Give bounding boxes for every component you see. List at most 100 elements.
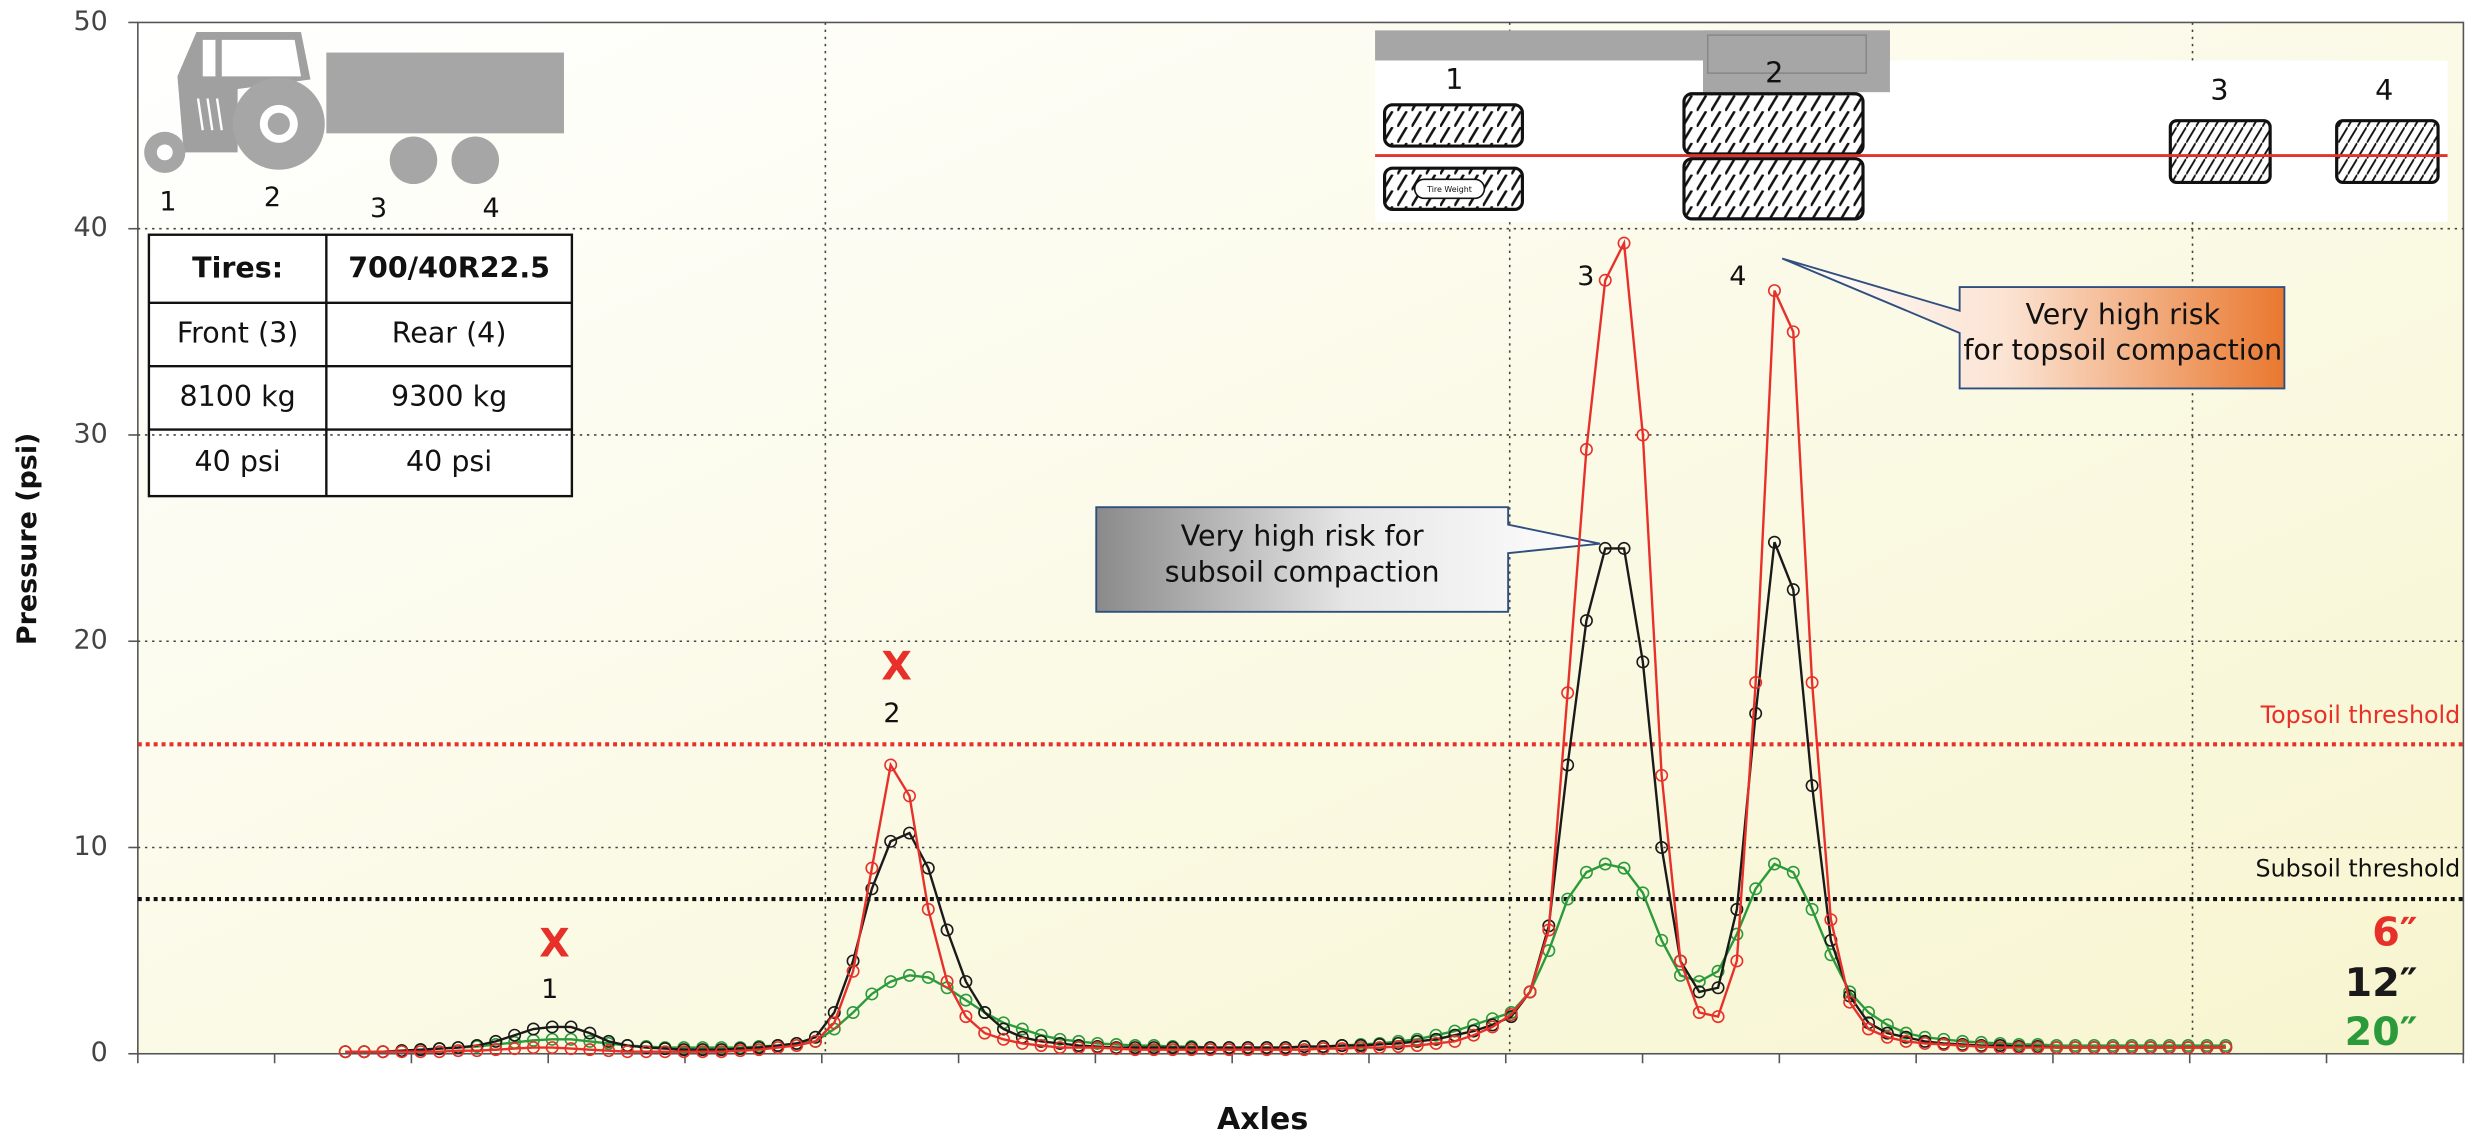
data-point — [526, 1041, 540, 1055]
data-point — [1862, 1022, 1875, 1036]
data-point — [1918, 1036, 1932, 1050]
data-point — [884, 975, 898, 989]
data-point — [1786, 583, 1800, 597]
data-point — [1617, 236, 1631, 250]
data-point — [827, 1006, 841, 1020]
data-point — [1467, 1024, 1481, 1038]
data-point — [1730, 954, 1744, 968]
data-point — [545, 1041, 559, 1055]
data-point — [808, 1034, 822, 1048]
tire-label: 1 — [1445, 63, 1463, 96]
data-point — [602, 1044, 616, 1058]
y-tick-label: 40 — [73, 212, 107, 243]
data-point — [1053, 1032, 1067, 1046]
series — [338, 236, 2233, 1059]
table-cell: 40 psi — [406, 445, 492, 478]
tire-label: 2 — [1765, 57, 1783, 90]
data-point — [1880, 1030, 1894, 1044]
data-point — [357, 1045, 371, 1059]
data-point — [790, 1039, 804, 1053]
data-point — [733, 1044, 747, 1058]
data-point — [1485, 1020, 1499, 1034]
data-point — [1279, 1043, 1293, 1057]
tractor-icon — [144, 31, 564, 185]
data-point — [1655, 768, 1669, 782]
x-axis-ticks — [137, 1052, 2465, 1064]
data-point — [564, 1020, 578, 1034]
data-point — [338, 1045, 352, 1059]
axle-mark: X — [881, 643, 912, 689]
data-point — [1805, 902, 1819, 916]
data-point — [1579, 614, 1593, 628]
data-point — [1598, 541, 1612, 555]
data-point — [1617, 861, 1631, 875]
table-cell: Front (3) — [177, 317, 299, 350]
data-point — [1899, 1026, 1913, 1040]
data-point — [902, 789, 916, 803]
legend-entry: 6″ — [2372, 909, 2417, 955]
data-point — [1655, 841, 1669, 854]
data-point — [846, 964, 860, 978]
data-point — [1880, 1026, 1894, 1040]
y-tick-label: 50 — [73, 6, 107, 37]
data-point — [1410, 1039, 1424, 1053]
data-point — [1241, 1043, 1255, 1057]
data-point — [1034, 1034, 1048, 1048]
data-point — [940, 923, 954, 937]
data-point — [508, 1028, 522, 1042]
data-point — [1749, 882, 1763, 896]
data-point — [1655, 933, 1669, 947]
data-point — [2181, 1041, 2195, 1055]
threshold-label: Topsoil threshold — [2260, 701, 2461, 729]
plot — [137, 227, 2464, 1059]
data-point — [997, 1032, 1010, 1046]
data-point — [1410, 1034, 1424, 1048]
data-point — [376, 1045, 390, 1059]
data-point — [1749, 675, 1763, 689]
y-tick-label: 30 — [73, 418, 107, 449]
data-point — [1617, 541, 1631, 555]
data-point — [1053, 1041, 1067, 1055]
tractor-label: 3 — [370, 193, 387, 224]
data-point — [1373, 1041, 1387, 1055]
data-point — [1767, 284, 1781, 298]
data-point — [1429, 1028, 1443, 1042]
data-point — [1636, 655, 1650, 669]
data-point — [658, 1045, 672, 1059]
data-point — [2219, 1041, 2233, 1055]
peak-label: 4 — [1729, 261, 1746, 292]
data-point — [451, 1044, 465, 1058]
data-point — [1222, 1043, 1236, 1057]
data-point — [564, 1032, 578, 1046]
data-point — [395, 1045, 409, 1059]
data-point — [2012, 1041, 2026, 1055]
data-point — [959, 1010, 973, 1024]
data-point — [1429, 1032, 1443, 1046]
data-point — [1335, 1042, 1349, 1056]
data-point — [1579, 442, 1593, 456]
x-axis-title: Axles — [1217, 1102, 1308, 1137]
data-point — [508, 1042, 522, 1056]
data-point — [583, 1026, 597, 1040]
data-point — [1166, 1043, 1180, 1057]
data-point — [1636, 886, 1650, 900]
data-point — [1786, 325, 1800, 339]
data-point — [1128, 1043, 1142, 1057]
data-point — [1316, 1042, 1330, 1056]
data-point — [1015, 1036, 1029, 1050]
data-point — [2106, 1041, 2120, 1055]
callout-topsoil: Very high risk for topsoil compaction — [1963, 298, 2282, 367]
data-point — [1805, 779, 1819, 793]
data-point — [884, 758, 898, 772]
tractor-labels: 1 2 3 4 — [159, 182, 499, 224]
data-point — [2125, 1041, 2139, 1055]
data-point — [620, 1045, 634, 1059]
data-point — [2162, 1041, 2176, 1055]
data-point — [1993, 1041, 2007, 1055]
y-tick-label: 0 — [91, 1037, 108, 1068]
tire-label: 3 — [2210, 74, 2228, 107]
data-point — [1730, 902, 1744, 916]
data-point — [432, 1045, 446, 1059]
data-point — [1015, 1022, 1029, 1036]
